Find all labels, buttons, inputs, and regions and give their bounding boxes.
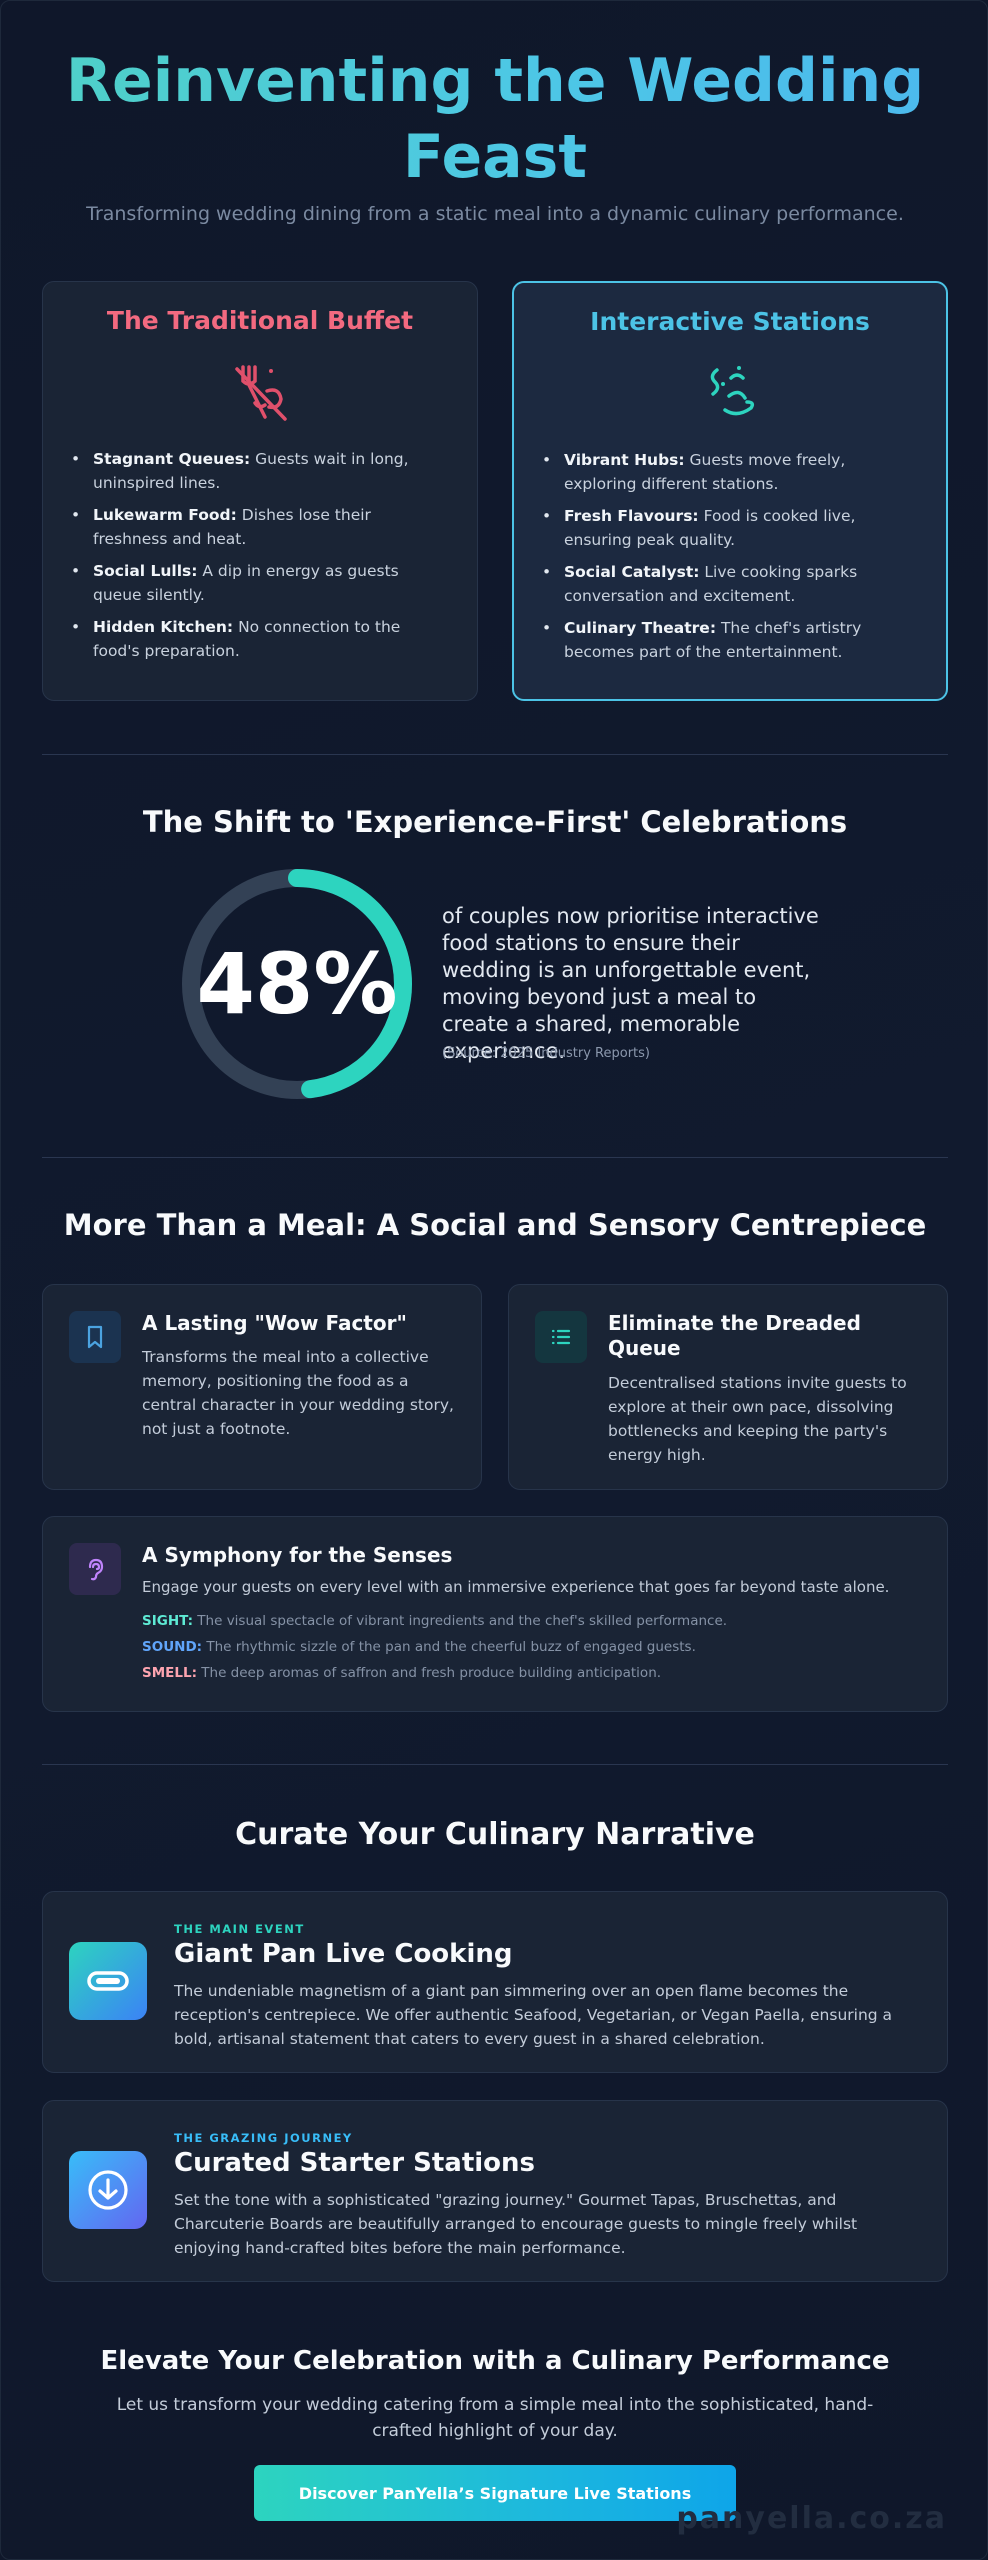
interactive-stations-list: Vibrant Hubs: Guests move freely, explor… [542, 448, 918, 664]
interactive-stations-title: Interactive Stations [590, 307, 870, 336]
shift-section-title: The Shift to 'Experience-First' Celebrat… [142, 805, 848, 839]
sizzling-food-icon [710, 366, 755, 416]
stat-description: of couples now prioritise interactive fo… [442, 904, 819, 1063]
menu-title: Curated Starter Stations [174, 2148, 536, 2178]
queue-card: Eliminate the Dreaded Queue Decentralise… [508, 1284, 948, 1490]
traditional-buffet-list: Stagnant Queues: Guests wait in long, un… [71, 447, 449, 663]
card-text: Decentralised stations invite guests to … [608, 1374, 907, 1464]
card-title: Eliminate the Dreaded Queue [608, 1311, 861, 1360]
wow-factor-card: A Lasting "Wow Factor" Transforms the me… [42, 1284, 482, 1490]
card-title: A Symphony for the Senses [142, 1543, 453, 1567]
percentage-ring [182, 869, 412, 1099]
ring-progress [182, 869, 412, 1099]
crossed-out-cutlery-icon [235, 365, 287, 421]
ear-icon [69, 1543, 121, 1595]
stat-value: 48% [196, 935, 398, 1033]
card-text: Engage your guests on every level with a… [142, 1578, 890, 1596]
paella-pan-icon [69, 1942, 147, 2020]
discover-stations-button[interactable]: Discover PanYella’s Signature Live Stati… [254, 2465, 736, 2521]
list-item: Fresh Flavours: Food is cooked live, ens… [542, 504, 918, 552]
menu-eyebrow: THE GRAZING JOURNEY [174, 2131, 353, 2145]
traditional-buffet-card: The Traditional Buffet Stagnant Queues: … [42, 281, 478, 701]
menu-description: The undeniable magnetism of a giant pan … [174, 1982, 893, 2048]
section-divider [42, 754, 948, 755]
download-circle-icon [69, 2151, 147, 2229]
traditional-buffet-title: The Traditional Buffet [106, 306, 414, 335]
cta-title: Elevate Your Celebration with a Culinary… [100, 2346, 890, 2376]
list-item: Lukewarm Food: Dishes lose their freshne… [71, 503, 449, 551]
giant-pan-card: THE MAIN EVENT Giant Pan Live Cooking Th… [42, 1891, 948, 2073]
list-item: Stagnant Queues: Guests wait in long, un… [71, 447, 449, 495]
list-item: Hidden Kitchen: No connection to the foo… [71, 615, 449, 663]
site-watermark: panyella.co.za [676, 2501, 947, 2536]
list-icon [535, 1311, 587, 1363]
list-item: Vibrant Hubs: Guests move freely, explor… [542, 448, 918, 496]
list-item: Social Lulls: A dip in energy as guests … [71, 559, 449, 607]
senses-card: A Symphony for the Senses Engage your gu… [42, 1516, 948, 1712]
sense-smell: SMELL: The deep aromas of saffron and fr… [142, 1665, 662, 1681]
list-item: Culinary Theatre: The chef's artistry be… [542, 616, 918, 664]
narrative-section-title: Curate Your Culinary Narrative [235, 1817, 755, 1852]
starter-stations-card: THE GRAZING JOURNEY Curated Starter Stat… [42, 2100, 948, 2282]
stat-source: (Source: 2025 Industry Reports) [442, 1046, 650, 1061]
card-text: Transforms the meal into a collective me… [142, 1348, 454, 1438]
menu-description: Set the tone with a sophisticated "grazi… [174, 2191, 858, 2257]
cta-text: Let us transform your wedding catering f… [116, 2395, 874, 2441]
menu-eyebrow: THE MAIN EVENT [174, 1922, 305, 1936]
page-subtitle: Transforming wedding dining from a stati… [86, 203, 904, 225]
sense-sight: SIGHT: The visual spectacle of vibrant i… [142, 1613, 728, 1629]
centrepiece-section-title: More Than a Meal: A Social and Sensory C… [63, 1208, 927, 1242]
interactive-stations-card: Interactive Stations Vibrant Hubs: Guest… [512, 281, 948, 701]
bookmark-icon [69, 1311, 121, 1363]
section-divider [42, 1157, 948, 1158]
sense-sound: SOUND: The rhythmic sizzle of the pan an… [142, 1639, 696, 1655]
menu-title: Giant Pan Live Cooking [174, 1939, 513, 1969]
page-title: Reinventing the Wedding Feast [1, 43, 987, 195]
list-item: Social Catalyst: Live cooking sparks con… [542, 560, 918, 608]
section-divider [42, 1764, 948, 1765]
card-title: A Lasting "Wow Factor" [142, 1311, 407, 1335]
